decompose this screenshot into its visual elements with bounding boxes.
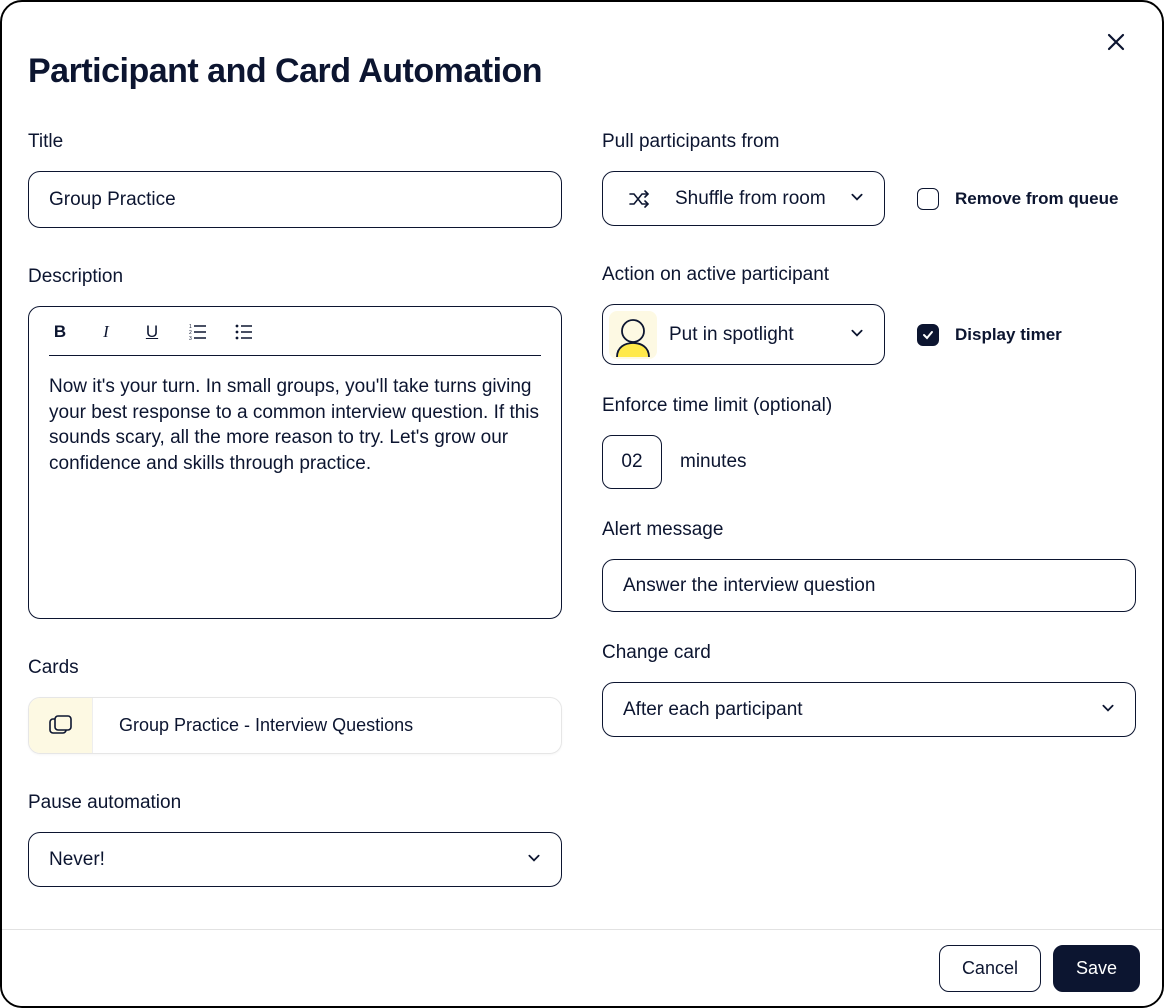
- ordered-list-icon: 1 2 3: [189, 323, 207, 341]
- title-label: Title: [28, 131, 562, 153]
- unordered-list-button[interactable]: [233, 321, 255, 343]
- action-value: Put in spotlight: [669, 324, 794, 346]
- pull-value: Shuffle from room: [675, 188, 826, 210]
- pull-label: Pull participants from: [602, 131, 1136, 153]
- cards-value: Group Practice - Interview Questions: [93, 715, 413, 736]
- cards-label: Cards: [28, 657, 562, 679]
- change-card-select[interactable]: After each participant: [602, 682, 1136, 737]
- unordered-list-icon: [235, 323, 253, 341]
- remove-queue-label: Remove from queue: [955, 189, 1118, 209]
- left-column: Title Description B I U 1 2 3: [28, 131, 562, 887]
- shuffle-icon: [628, 188, 650, 210]
- cards-select[interactable]: Group Practice - Interview Questions: [28, 697, 562, 754]
- chevron-down-icon: [850, 326, 864, 340]
- close-button[interactable]: [1102, 28, 1130, 56]
- time-limit-unit: minutes: [680, 451, 747, 473]
- pause-select[interactable]: Never!: [28, 832, 562, 887]
- spotlight-avatar-icon: [611, 313, 655, 357]
- pause-label: Pause automation: [28, 792, 562, 814]
- alert-label: Alert message: [602, 519, 1136, 541]
- action-select[interactable]: Put in spotlight: [602, 304, 885, 365]
- rte-toolbar: B I U 1 2 3: [49, 321, 541, 356]
- pause-value: Never!: [49, 849, 105, 871]
- chevron-down-icon: [850, 190, 864, 204]
- cards-icon: [48, 715, 74, 737]
- display-timer-toggle[interactable]: Display timer: [917, 324, 1062, 346]
- chevron-down-icon: [527, 851, 541, 865]
- close-icon: [1106, 32, 1126, 52]
- remove-queue-toggle[interactable]: Remove from queue: [917, 188, 1118, 210]
- ordered-list-button[interactable]: 1 2 3: [187, 321, 209, 343]
- save-button[interactable]: Save: [1053, 945, 1140, 992]
- bold-button[interactable]: B: [49, 321, 71, 343]
- title-input[interactable]: [28, 171, 562, 228]
- cards-icon-wrap: [29, 698, 93, 753]
- page-title: Participant and Card Automation: [28, 52, 1162, 91]
- time-limit-input[interactable]: [602, 435, 662, 489]
- underline-button[interactable]: U: [141, 321, 163, 343]
- italic-button[interactable]: I: [95, 321, 117, 343]
- check-icon: [921, 328, 935, 342]
- description-editor: B I U 1 2 3: [28, 306, 562, 619]
- remove-queue-checkbox[interactable]: [917, 188, 939, 210]
- change-card-value: After each participant: [623, 699, 803, 721]
- change-card-label: Change card: [602, 642, 1136, 664]
- description-label: Description: [28, 266, 562, 288]
- alert-message-input[interactable]: [602, 559, 1136, 612]
- description-textarea[interactable]: Now it's your turn. In small groups, you…: [49, 356, 541, 477]
- automation-modal: Participant and Card Automation Title De…: [0, 0, 1164, 1008]
- modal-footer: Cancel Save: [2, 929, 1162, 1006]
- display-timer-checkbox[interactable]: [917, 324, 939, 346]
- action-label: Action on active participant: [602, 264, 1136, 286]
- display-timer-label: Display timer: [955, 325, 1062, 345]
- cancel-button[interactable]: Cancel: [939, 945, 1041, 992]
- right-column: Pull participants from Shuffle from room: [602, 131, 1136, 887]
- enforce-label: Enforce time limit (optional): [602, 395, 1136, 417]
- svg-text:3: 3: [189, 336, 192, 341]
- chevron-down-icon: [1101, 701, 1115, 715]
- pull-select[interactable]: Shuffle from room: [602, 171, 885, 226]
